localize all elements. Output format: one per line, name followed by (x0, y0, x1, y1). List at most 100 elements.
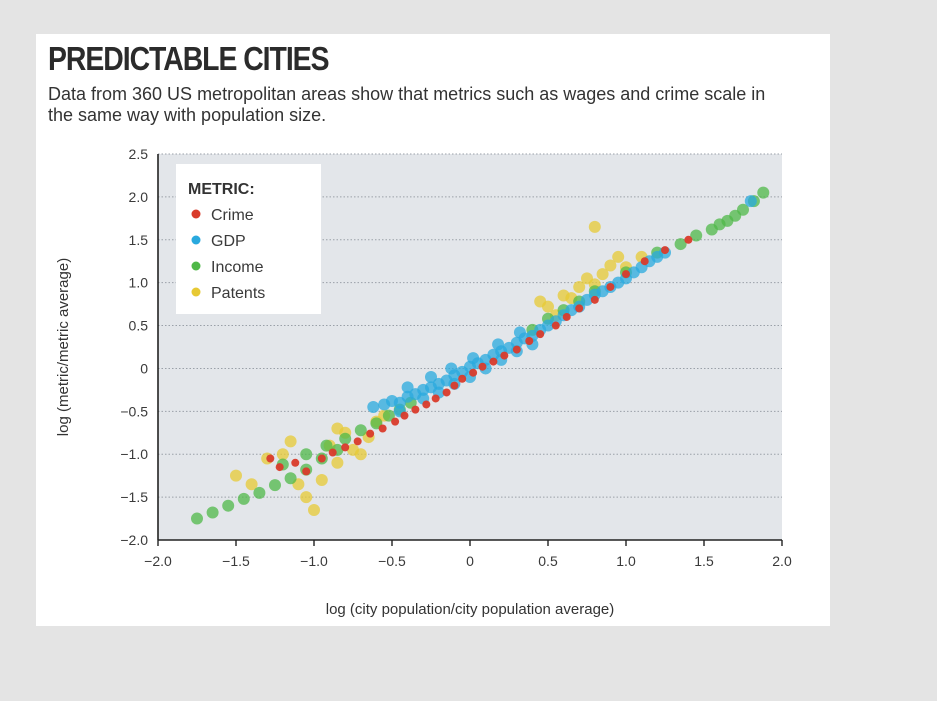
y-tick-label: 2.0 (129, 189, 149, 205)
x-tick-label: −1.0 (300, 553, 328, 569)
x-tick-label: 0.5 (538, 553, 558, 569)
y-tick-label: −2.0 (120, 532, 148, 548)
point-income (191, 512, 203, 525)
point-patents (245, 478, 258, 491)
axes (157, 154, 783, 546)
scatter-chart: 2.5 2.0 1.5 1.0 0.5 0 −0.5 −1.0 −1.5 −2.0 −2.0 −1.… (55, 146, 792, 618)
point-crime (512, 345, 521, 354)
chart-card: PREDICTABLE CITIES Data from 360 US metr… (36, 34, 830, 626)
y-tick-labels: 2.5 2.0 1.5 1.0 0.5 0 −0.5 −1.0 −1.5 −2.0 (120, 146, 148, 548)
y-tick-label: 2.5 (129, 146, 149, 162)
x-tick-label: −1.5 (222, 553, 250, 569)
chart-subtitle: Data from 360 US metropolitan areas show… (48, 84, 766, 125)
point-crime (575, 304, 584, 313)
y-axis-label: log (metric/metric average) (55, 258, 72, 436)
point-crime (684, 235, 693, 244)
point-crime (536, 330, 545, 339)
point-income (320, 439, 333, 452)
point-crime (275, 463, 284, 472)
point-gdp (425, 371, 437, 384)
point-crime (590, 295, 599, 304)
point-crime (291, 458, 300, 467)
point-income (206, 506, 219, 519)
point-patents (612, 250, 625, 263)
legend-label-patents: Patents (211, 285, 265, 302)
x-tick-labels: −2.0 −1.5 −1.0 −0.5 0 0.5 1.0 1.5 2.0 (144, 553, 792, 569)
data-points (191, 186, 770, 525)
point-income (729, 209, 742, 222)
y-tick-label: 1.5 (129, 232, 149, 248)
x-tick-label: 0 (466, 553, 474, 569)
y-tick-label: 0.5 (129, 318, 149, 334)
point-patents (347, 443, 359, 456)
legend-label-crime: Crime (211, 207, 254, 224)
x-axis-label: log (city population/city population ave… (326, 601, 615, 618)
point-crime (458, 374, 467, 383)
y-tick-label: −1.0 (120, 446, 148, 462)
point-gdp (445, 362, 458, 375)
point-crime (606, 282, 615, 291)
point-crime (366, 429, 375, 438)
point-crime (391, 417, 400, 426)
point-crime (622, 270, 630, 279)
point-gdp (513, 326, 526, 339)
legend-items: Crime GDP Income Patents (191, 207, 265, 302)
legend-title: METRIC: (188, 181, 255, 198)
point-gdp (467, 352, 480, 365)
point-crime (411, 405, 420, 414)
point-crime (431, 394, 440, 403)
point-patents (331, 456, 344, 469)
point-gdp (401, 381, 414, 394)
x-tick-label: 1.0 (616, 553, 636, 569)
point-patents (300, 491, 313, 504)
point-crime (302, 467, 311, 476)
legend-marker-crime (191, 209, 201, 219)
point-patents (534, 295, 547, 308)
point-crime (562, 312, 571, 321)
point-gdp (744, 195, 757, 208)
legend-marker-gdp (191, 235, 201, 245)
point-income (339, 432, 352, 445)
legend-marker-income (191, 261, 201, 271)
point-income (354, 424, 367, 437)
point-crime (328, 448, 337, 457)
legend-label-gdp: GDP (211, 233, 246, 250)
point-crime (400, 411, 409, 420)
x-tick-label: 1.5 (694, 553, 714, 569)
point-income (269, 479, 281, 492)
point-income (300, 448, 313, 461)
point-patents (276, 448, 289, 461)
x-tick-label: −2.0 (144, 553, 172, 569)
y-tick-label: 0 (140, 360, 148, 376)
point-crime (317, 454, 326, 463)
point-crime (469, 368, 478, 377)
point-crime (422, 400, 431, 409)
point-income (253, 486, 266, 499)
point-patents (331, 422, 344, 435)
point-income (713, 218, 726, 231)
x-tick-label: −0.5 (378, 553, 406, 569)
point-patents (596, 268, 609, 281)
chart-title: PREDICTABLE CITIES (48, 40, 330, 77)
y-tick-label: 1.0 (129, 275, 149, 291)
point-crime (341, 443, 350, 452)
point-patents (573, 280, 586, 293)
point-income (284, 472, 297, 485)
point-crime (450, 381, 459, 390)
point-income (222, 499, 235, 512)
point-crime (442, 388, 451, 397)
point-income (674, 238, 687, 251)
point-income (237, 492, 250, 505)
point-gdp (492, 338, 505, 351)
point-patents (230, 469, 242, 482)
point-patents (315, 473, 328, 486)
point-crime (551, 321, 560, 330)
point-income (690, 229, 703, 242)
legend-marker-patents (191, 287, 201, 297)
point-crime (525, 336, 534, 345)
point-crime (266, 454, 275, 463)
point-crime (478, 362, 487, 371)
point-crime (489, 357, 498, 366)
point-crime (661, 246, 669, 255)
point-income (382, 409, 395, 422)
